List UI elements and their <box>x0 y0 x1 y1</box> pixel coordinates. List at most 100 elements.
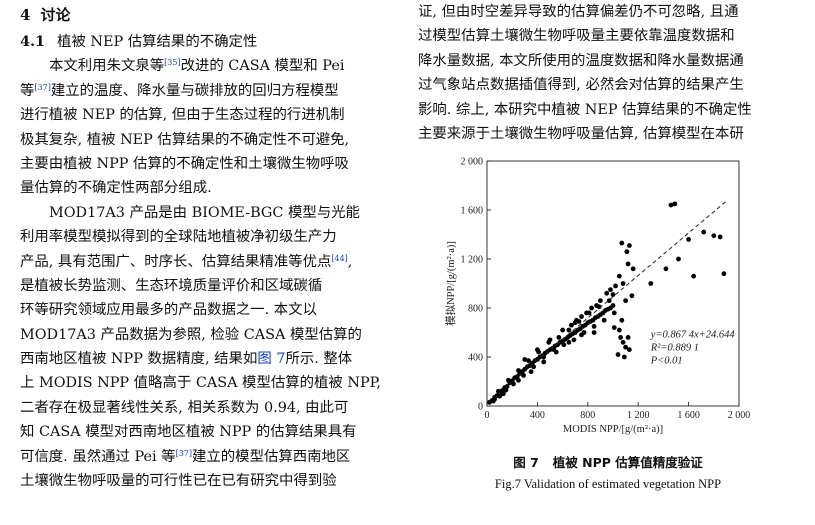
text-segment: 主要由植被 NPP 估算的不确定性和土壤微生物呼吸 <box>20 155 349 172</box>
data-point <box>584 310 589 316</box>
section-number: 4 <box>20 6 31 24</box>
text-segment: 本文利用朱文泉等 <box>49 58 165 75</box>
data-point <box>571 337 577 343</box>
data-point <box>624 249 630 255</box>
data-point <box>625 261 631 267</box>
data-point <box>611 325 617 330</box>
data-point <box>598 298 603 304</box>
data-point <box>623 298 628 304</box>
left-text-line: 环等研究领域应用最多的产品数据之一. 本文以 <box>20 298 388 322</box>
figure-number: 图 7 <box>513 455 539 470</box>
text-segment: 极其复杂, 植被 NEP 估算结果的不确定性不可避免, <box>20 131 350 148</box>
text-segment: 利用率模型模拟得到的全球陆地植被净初级生产力 <box>20 229 337 246</box>
text-segment: 等 <box>20 82 35 99</box>
data-point <box>630 266 636 272</box>
y-tick-label: 1 600 <box>461 206 484 217</box>
section-heading: 4 讨论 <box>20 0 388 30</box>
fit-line <box>486 200 727 404</box>
data-point <box>711 233 717 239</box>
data-point <box>619 240 625 246</box>
data-point <box>717 234 723 240</box>
text-segment: MOD17A3 产品数据为参照, 检验 CASA 模型估算的 <box>20 326 362 343</box>
data-point <box>516 377 521 383</box>
x-tick-label: 1 600 <box>677 410 700 421</box>
left-text-line: 西南地区植被 NPP 数据精度, 结果如图 7所示. 整体 <box>20 347 388 371</box>
data-point <box>569 322 574 328</box>
data-point <box>535 347 540 353</box>
left-body-text: 本文利用朱文泉等[35]改进的 CASA 模型和 Pei 等[37]建立的温度、降… <box>20 54 388 493</box>
data-point <box>591 323 597 329</box>
data-point <box>615 352 621 357</box>
data-point <box>497 393 502 399</box>
y-tick-label: 1 200 <box>461 255 484 266</box>
figure-caption-en: Fig.7 Validation of estimated vegetation… <box>494 477 722 491</box>
text-segment: , <box>347 253 353 270</box>
data-point <box>561 342 567 348</box>
y-tick-label: 400 <box>468 353 483 364</box>
figure-7-chart: 0 400 800 1 200 1 600 2 000 0 400 800 1 200 1 600 2… <box>444 150 784 440</box>
data-point <box>541 359 547 365</box>
left-column: 4 讨论 4.1 植被 NEP 估算结果的不确定性 本文利用朱文泉等[35]改进的 … <box>20 0 388 493</box>
left-text-line: 进行植被 NEP 的估算, 但由于生态过程的行进机制 <box>20 103 388 127</box>
data-point <box>626 243 632 248</box>
text-segment: 上 MODIS NPP 值略高于 CASA 模型估算的植被 NPP, <box>20 375 381 392</box>
data-point <box>608 287 613 293</box>
citation-link[interactable]: [37] <box>175 448 192 458</box>
text-segment: 环等研究领域应用最多的产品数据之一. 本文以 <box>20 302 317 319</box>
figure-reference-link[interactable]: 图 7 <box>257 351 286 368</box>
right-body-text: 证, 但由时空差异导致的估算偏差仍不可忽略, 且通 过模型估算土壤微生物呼吸量主要… <box>418 0 798 146</box>
data-point <box>616 327 622 333</box>
data-point <box>610 303 616 308</box>
data-point <box>526 358 531 364</box>
y-tick-label: 800 <box>468 304 483 315</box>
citation-link[interactable]: [37] <box>34 82 51 92</box>
left-text-line: 知 CASA 模型对西南地区植被 NPP 的估算结果具有 <box>20 420 388 444</box>
y-tick-label: 2 000 <box>461 157 484 168</box>
data-point <box>691 273 697 279</box>
left-text-line: 本文利用朱文泉等[35]改进的 CASA 模型和 Pei <box>20 54 388 78</box>
left-text-line: 主要由植被 NPP 估算的不确定性和土壤微生物呼吸 <box>20 152 388 176</box>
left-text-line: 量估算的不确定性两部分组成. <box>20 176 388 200</box>
text-segment: 是植被长势监测、生态环境质量评价和区域碳循 <box>20 277 323 294</box>
data-point <box>620 339 626 345</box>
data-point <box>556 335 562 340</box>
regression-annotation: P<0.01 <box>650 355 683 366</box>
citation-link[interactable]: [35] <box>164 58 181 68</box>
data-point <box>672 201 678 207</box>
x-tick-label: 2 000 <box>728 410 751 421</box>
data-point <box>686 237 691 242</box>
left-text-line: MOD17A3 产品是由 BIOME-BGC 模型与光能 <box>20 201 388 225</box>
data-point <box>620 281 626 286</box>
data-point <box>623 344 628 350</box>
text-segment: 西南地区植被 NPP 数据精度, 结果如 <box>20 351 258 368</box>
y-axis-label: 模拟NPP/[g/(m²·a)] <box>444 241 457 326</box>
subsection-number: 4.1 <box>20 33 46 50</box>
data-point <box>721 271 727 277</box>
data-point <box>516 368 521 373</box>
plot-frame <box>486 160 740 407</box>
figure-caption-cn: 图 7 植被 NPP 估算值精度验证 <box>418 452 798 471</box>
data-point <box>601 317 607 323</box>
data-point <box>591 330 597 335</box>
data-point <box>579 314 584 319</box>
subsection-title: 植被 NEP 估算结果的不确定性 <box>57 34 258 50</box>
x-axis-label: MODIS NPP/[g/(m²·a)] <box>563 424 663 435</box>
citation-link[interactable]: [44] <box>331 253 348 263</box>
data-point <box>619 317 625 323</box>
data-point <box>522 357 528 362</box>
data-point <box>663 266 669 272</box>
left-text-line: 极其复杂, 植被 NEP 估算结果的不确定性不可避免, <box>20 128 388 152</box>
left-text-line: 上 MODIS NPP 值略高于 CASA 模型估算的植被 NPP, <box>20 371 388 395</box>
data-point <box>574 317 579 323</box>
left-text-line: 产品, 具有范围广、时序长、估算结果精准等优点[44], <box>20 250 388 274</box>
text-segment: 知 CASA 模型对西南地区植被 NPP 的估算结果具有 <box>20 424 357 441</box>
right-text-line: 主要来源于土壤微生物呼吸量估算, 估算模型在本研 <box>418 125 744 142</box>
text-segment: 进行植被 NEP 的估算, 但由于生态过程的行进机制 <box>20 107 345 124</box>
left-text-line: MOD17A3 产品数据为参照, 检验 CASA 模型估算的 <box>20 323 388 347</box>
data-point <box>626 347 632 353</box>
text-segment: 改进的 CASA 模型和 Pei <box>180 58 345 75</box>
left-text-line: 二者存在极显著线性关系, 相关系数为 0.94, 由此可 <box>20 396 388 420</box>
npp-scatter-plot: 0 400 800 1 200 1 600 2 000 0 400 800 1 200 1 600 2… <box>444 157 751 436</box>
data-point <box>531 364 537 370</box>
right-text-line: 过模型估算土壤微生物呼吸量主要依靠温度数据和 <box>418 28 735 45</box>
